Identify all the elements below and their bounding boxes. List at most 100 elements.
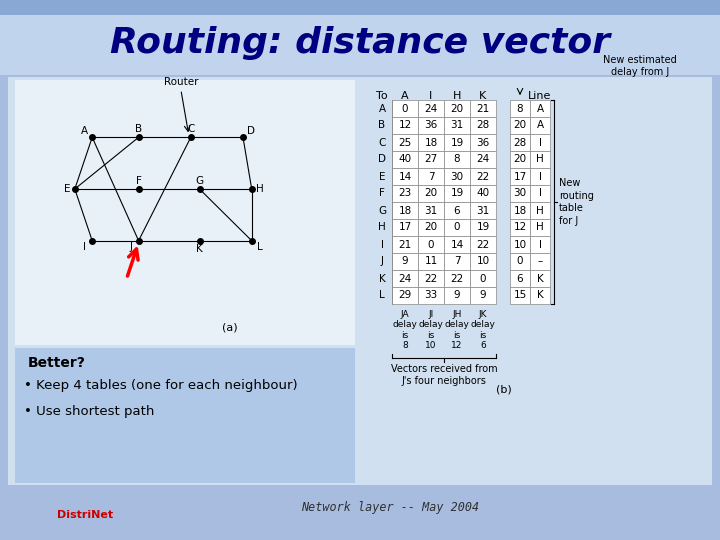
FancyBboxPatch shape [530,168,550,185]
Text: 18: 18 [513,206,526,215]
FancyBboxPatch shape [470,168,496,185]
FancyBboxPatch shape [418,151,444,168]
Text: JI
delay
is
10: JI delay is 10 [418,310,444,350]
Text: 20: 20 [451,104,464,113]
Text: 30: 30 [513,188,526,199]
FancyBboxPatch shape [530,185,550,202]
Text: 30: 30 [451,172,464,181]
FancyBboxPatch shape [418,270,444,287]
FancyBboxPatch shape [418,219,444,236]
Text: 23: 23 [398,188,412,199]
FancyBboxPatch shape [0,0,720,15]
FancyBboxPatch shape [444,236,470,253]
Text: 14: 14 [451,240,464,249]
FancyBboxPatch shape [444,219,470,236]
Text: 29: 29 [398,291,412,300]
Text: JH
delay
is
12: JH delay is 12 [444,310,469,350]
FancyBboxPatch shape [418,117,444,134]
FancyBboxPatch shape [510,219,530,236]
Text: H: H [378,222,386,233]
Text: 9: 9 [454,291,460,300]
Text: 10: 10 [477,256,490,267]
FancyBboxPatch shape [510,202,530,219]
Text: Vectors received from
J's four neighbors: Vectors received from J's four neighbors [391,364,498,387]
Text: G: G [378,206,386,215]
Text: I: I [83,242,86,252]
FancyBboxPatch shape [8,77,712,485]
FancyBboxPatch shape [444,168,470,185]
FancyBboxPatch shape [392,134,418,151]
Text: 9: 9 [480,291,486,300]
Text: New estimated
delay from J: New estimated delay from J [603,55,677,77]
Text: 8: 8 [454,154,460,165]
FancyBboxPatch shape [418,287,444,304]
Text: 22: 22 [477,240,490,249]
Text: 36: 36 [477,138,490,147]
FancyBboxPatch shape [15,348,355,483]
Text: A: A [379,104,386,113]
FancyBboxPatch shape [470,117,496,134]
Text: • Use shortest path: • Use shortest path [24,406,154,419]
FancyBboxPatch shape [444,253,470,270]
FancyBboxPatch shape [15,80,355,345]
Text: H: H [256,184,264,194]
Text: 28: 28 [477,120,490,131]
Text: 0: 0 [517,256,523,267]
FancyBboxPatch shape [392,253,418,270]
Text: D: D [378,154,386,165]
Text: 0: 0 [402,104,408,113]
Text: 36: 36 [424,120,438,131]
Text: Network layer -- May 2004: Network layer -- May 2004 [301,502,479,515]
Text: L: L [379,291,385,300]
Text: H: H [536,222,544,233]
FancyBboxPatch shape [470,185,496,202]
Text: 24: 24 [477,154,490,165]
Text: To: To [376,91,388,101]
FancyBboxPatch shape [510,117,530,134]
Text: J: J [129,242,132,252]
Text: 20: 20 [513,154,526,165]
Text: K: K [196,244,203,254]
Text: 19: 19 [477,222,490,233]
Text: I: I [539,138,541,147]
FancyBboxPatch shape [392,185,418,202]
FancyBboxPatch shape [444,100,470,117]
FancyBboxPatch shape [530,253,550,270]
FancyBboxPatch shape [0,0,720,75]
Text: 18: 18 [424,138,438,147]
FancyBboxPatch shape [444,134,470,151]
Text: I: I [539,188,541,199]
Text: 21: 21 [398,240,412,249]
FancyBboxPatch shape [392,236,418,253]
Text: 8: 8 [517,104,523,113]
FancyBboxPatch shape [470,100,496,117]
Text: 6: 6 [517,273,523,284]
Text: 24: 24 [424,104,438,113]
FancyBboxPatch shape [444,202,470,219]
FancyBboxPatch shape [530,270,550,287]
FancyBboxPatch shape [418,202,444,219]
FancyBboxPatch shape [530,202,550,219]
Text: 28: 28 [513,138,526,147]
Text: Line: Line [528,91,552,101]
Text: 33: 33 [424,291,438,300]
FancyBboxPatch shape [530,134,550,151]
Text: K: K [536,291,544,300]
Text: –: – [537,256,543,267]
Text: New
routing
table
for J: New routing table for J [559,178,594,226]
FancyBboxPatch shape [470,270,496,287]
Text: K: K [480,91,487,101]
FancyBboxPatch shape [418,236,444,253]
Text: 22: 22 [477,172,490,181]
Text: Router: Router [163,77,198,87]
Text: 31: 31 [477,206,490,215]
FancyBboxPatch shape [470,151,496,168]
Text: 20: 20 [424,222,438,233]
FancyBboxPatch shape [392,168,418,185]
Text: 14: 14 [398,172,412,181]
Text: (b): (b) [496,384,512,394]
Text: 0: 0 [454,222,460,233]
Text: JK
delay
is
6: JK delay is 6 [471,310,495,350]
FancyBboxPatch shape [470,134,496,151]
Text: 21: 21 [477,104,490,113]
